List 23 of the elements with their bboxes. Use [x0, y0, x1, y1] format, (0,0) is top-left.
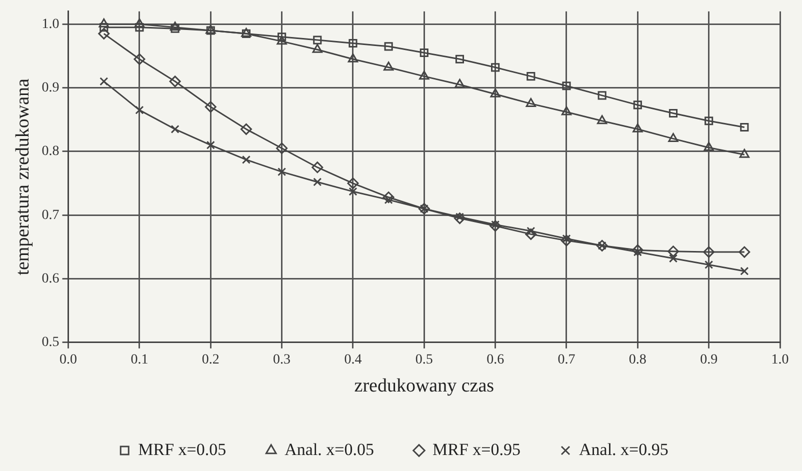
x-tick-label: 1.0: [771, 352, 789, 368]
x-tick-label: 0.9: [700, 352, 718, 368]
legend-label: Anal. x=0.05: [284, 440, 374, 459]
x-tick-label: 0.0: [60, 352, 78, 368]
legend-label: MRF x=0.95: [432, 440, 520, 459]
x-tick-label: 0.8: [628, 352, 646, 368]
y-tick-label: 0.5: [42, 335, 60, 350]
y-axis-title: temperatura zredukowana: [12, 78, 34, 276]
x-tick-label: 0.5: [415, 352, 433, 368]
y-tick-label: 0.7: [42, 208, 60, 223]
x-axis-title: zredukowany czas: [354, 376, 494, 397]
y-tick-label: 0.8: [42, 144, 60, 160]
x-tick-label: 0.7: [558, 352, 576, 368]
y-tick-label: 0.9: [42, 80, 60, 96]
legend-label: Anal. x=0.95: [578, 440, 668, 459]
y-tick-label: 0.6: [42, 271, 60, 286]
x-tick-label: 0.2: [202, 352, 220, 368]
x-tick-label: 0.4: [344, 352, 362, 368]
x-tick-label: 0.3: [273, 352, 291, 368]
y-tick-label: 1.0: [42, 16, 60, 32]
x-tick-label: 0.6: [486, 352, 504, 368]
legend-label: MRF x=0.05: [138, 440, 226, 459]
x-tick-label: 0.1: [130, 352, 148, 368]
